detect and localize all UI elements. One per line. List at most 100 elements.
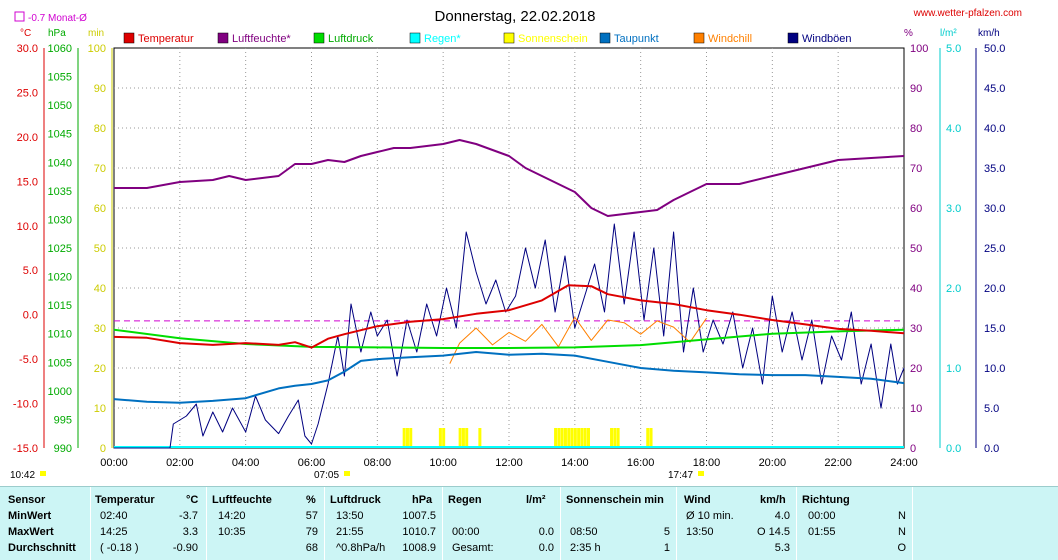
cell-dir-v: O xyxy=(897,542,906,554)
temp-tick-label: 20.0 xyxy=(17,132,38,144)
hdr-press-unit: hPa xyxy=(412,494,433,506)
legend-swatch xyxy=(217,32,229,44)
hpa-tick-label: 1035 xyxy=(48,186,72,198)
legend-swatch xyxy=(693,32,705,44)
sunset-label: 17:47 xyxy=(668,470,693,481)
lm2-tick-label: 5.0 xyxy=(946,43,961,55)
unit-min: min xyxy=(88,28,104,39)
min-tick-label: 30 xyxy=(94,323,106,335)
sun-icon xyxy=(40,471,46,476)
temp-tick-label: -5.0 xyxy=(19,354,38,366)
cell-hum-v: 68 xyxy=(305,542,318,554)
min-tick-label: 10 xyxy=(94,403,106,415)
temp-tick-label: 15.0 xyxy=(17,176,38,188)
hdr-wind-unit: km/h xyxy=(760,494,786,506)
sunset-icon xyxy=(698,471,704,476)
kmh-tick-label: 0.0 xyxy=(984,443,999,455)
kmh-tick-label: 30.0 xyxy=(984,203,1005,215)
cell-wind-v: 4.0 xyxy=(774,510,790,522)
legend-swatch xyxy=(503,32,515,44)
cell-temp-t: 02:40 xyxy=(100,510,128,522)
hpa-tick-label: 1060 xyxy=(48,43,72,55)
chart-title: Donnerstag, 22.02.2018 xyxy=(435,8,596,25)
cell-press-t: 13:50 xyxy=(336,510,364,522)
cell-wind-v: 5.3 xyxy=(774,542,790,554)
hdr-hum-unit: % xyxy=(306,494,316,506)
lm2-tick-label: 4.0 xyxy=(946,123,961,135)
series-line-windchill xyxy=(449,316,707,364)
sunshine-bar xyxy=(649,428,653,448)
avg-marker-icon xyxy=(14,11,25,22)
cell-hum-v: 57 xyxy=(305,510,318,522)
unit-lm2: l/m² xyxy=(940,28,957,39)
sunshine-bar xyxy=(583,428,587,448)
hpa-tick-label: 1045 xyxy=(48,129,72,141)
x-tick-label: 12:00 xyxy=(495,457,523,469)
x-tick-label: 00:00 xyxy=(100,457,128,469)
cell-temp-v: -3.7 xyxy=(179,510,198,522)
legend-swatch xyxy=(123,32,135,44)
pct-tick-label: 90 xyxy=(910,83,922,95)
kmh-tick-label: 5.0 xyxy=(984,403,999,415)
cell-rain-v: 0.0 xyxy=(538,526,554,538)
sunshine-bar xyxy=(616,428,620,448)
kmh-tick-label: 10.0 xyxy=(984,363,1005,375)
temp-tick-label: 0.0 xyxy=(23,310,38,322)
cell-sun-v: 5 xyxy=(663,526,670,538)
min-tick-label: 70 xyxy=(94,163,106,175)
hdr-temp-unit: °C xyxy=(186,494,199,506)
sunshine-bar xyxy=(409,428,413,448)
series-lines xyxy=(113,139,905,449)
sunshine-bar xyxy=(438,428,442,448)
cell-press-t: 21:55 xyxy=(336,526,364,538)
kmh-tick-label: 35.0 xyxy=(984,163,1005,175)
legend: Temperatur Luftfeuchte* Luftdruck Regen* Son… xyxy=(123,32,852,45)
x-tick-label: 08:00 xyxy=(364,457,392,469)
hpa-tick-label: 1005 xyxy=(48,357,72,369)
lm2-tick-label: 1.0 xyxy=(946,363,961,375)
cell-label: MinWert xyxy=(8,510,52,522)
cell-wind-v: O 14.5 xyxy=(756,526,790,538)
series-line-temperatur xyxy=(113,284,905,349)
legend-label: Windchill xyxy=(708,33,752,45)
avg-label: -0.7 Monat-Ø xyxy=(28,13,87,24)
legend-swatch xyxy=(599,32,611,44)
series-line-luftfeuchte xyxy=(114,139,905,217)
hdr-wind: Wind xyxy=(684,494,711,506)
sunshine-bar xyxy=(442,428,446,448)
sunshine-bar xyxy=(580,428,584,448)
min-tick-label: 100 xyxy=(88,43,106,55)
min-tick-label: 40 xyxy=(94,283,106,295)
unit-pct: % xyxy=(904,28,913,39)
legend-label: Temperatur xyxy=(138,33,194,45)
sunshine-bar xyxy=(557,428,561,448)
sunshine-bar xyxy=(402,428,406,448)
cell-press-v: 1008.9 xyxy=(402,542,436,554)
sunshine-bars xyxy=(402,428,653,448)
axes: 30.0 25.0 20.0 15.0 10.0 5.0 0.0 -5.0 -10.0 -15.0… xyxy=(13,43,1006,469)
hdr-sensor: Sensor xyxy=(8,494,46,506)
sunshine-bar xyxy=(573,428,577,448)
kmh-tick-label: 45.0 xyxy=(984,83,1005,95)
min-tick-label: 20 xyxy=(94,363,106,375)
lm2-tick-label: 0.0 xyxy=(946,443,961,455)
temp-tick-label: -15.0 xyxy=(13,443,38,455)
hdr-sun: Sonnenschein min xyxy=(566,494,664,506)
hpa-tick-label: 1010 xyxy=(48,329,72,341)
site-url: www.wetter-pfalzen.com xyxy=(913,8,1022,19)
x-tick-label: 06:00 xyxy=(298,457,326,469)
temp-tick-label: 25.0 xyxy=(17,87,38,99)
series-line-windböen xyxy=(114,223,905,449)
sunshine-bar xyxy=(461,428,465,448)
hpa-tick-label: 990 xyxy=(54,443,72,455)
cell-press-t: ^0.8hPa/h xyxy=(336,542,386,554)
unit-kmh: km/h xyxy=(978,28,1000,39)
hpa-tick-label: 1040 xyxy=(48,157,72,169)
unit-temp: °C xyxy=(20,28,31,39)
hdr-press: Luftdruck xyxy=(330,494,381,506)
hdr-temp: Temperatur xyxy=(95,494,155,506)
x-tick-label: 04:00 xyxy=(232,457,260,469)
cell-sun-v: 1 xyxy=(663,542,670,554)
x-tick-label: 16:00 xyxy=(627,457,655,469)
cell-dir-t: 01:55 xyxy=(808,526,836,538)
